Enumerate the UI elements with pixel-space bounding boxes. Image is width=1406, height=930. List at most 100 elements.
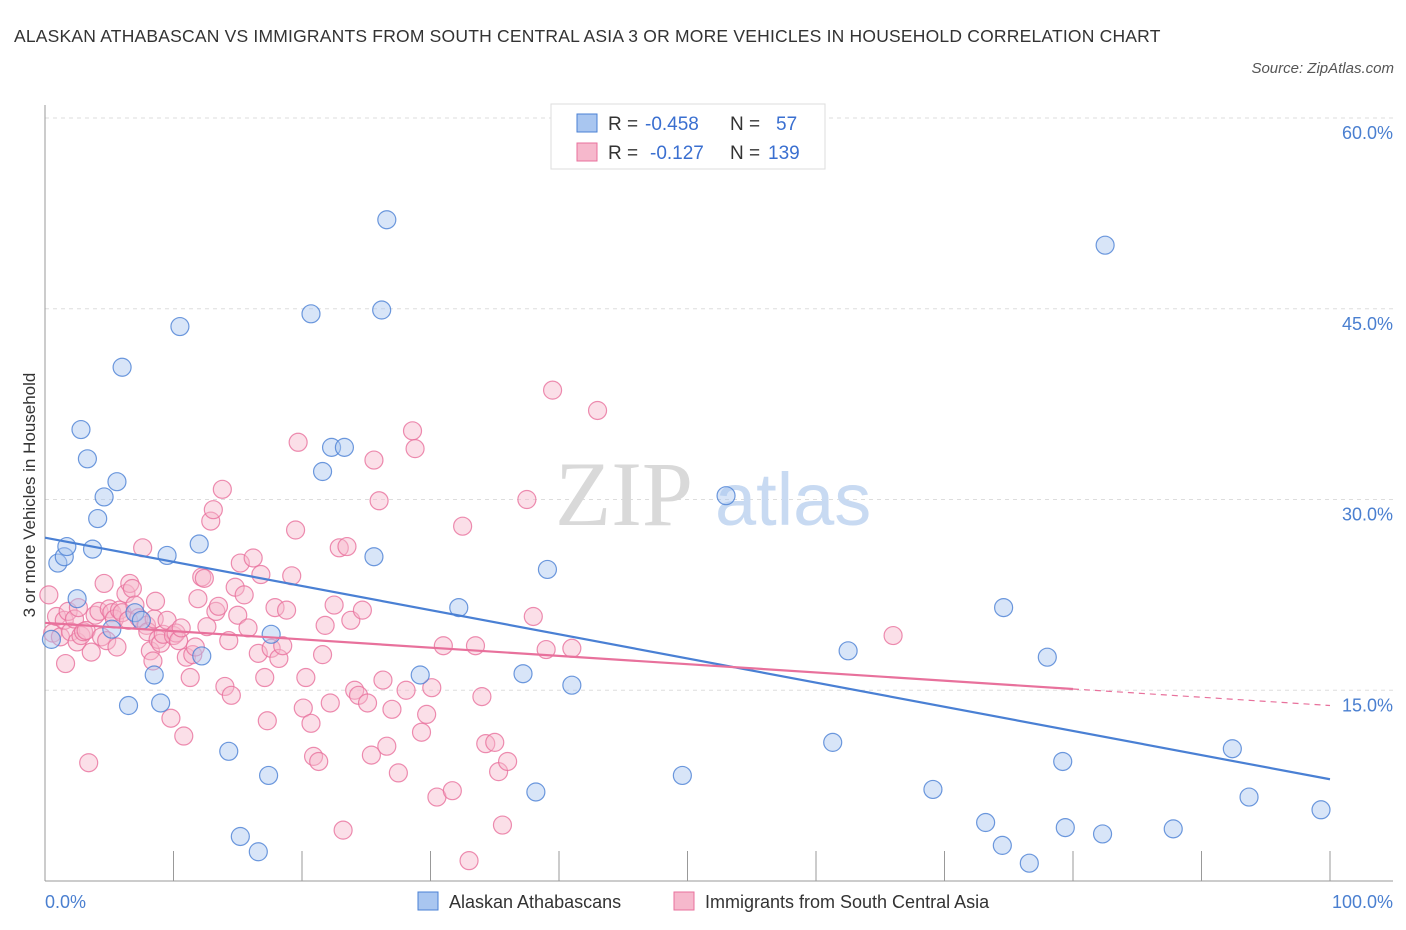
pink-point-115 — [433, 636, 453, 656]
legend-n-label-pink: N = — [730, 143, 760, 164]
pink-point-125 — [498, 751, 518, 772]
blue-point-13 — [118, 695, 139, 716]
x-tick-label-1: 100.0% — [1332, 892, 1393, 912]
pink-point-46 — [166, 623, 186, 643]
pink-point-5 — [55, 653, 76, 674]
pink-point-113 — [422, 678, 442, 698]
pink-point-93 — [329, 538, 349, 558]
axes — [44, 105, 1393, 882]
blue-point-42 — [823, 732, 843, 752]
pink-point-101 — [361, 745, 381, 765]
pink-point-85 — [296, 667, 316, 688]
blue-point-53 — [1095, 235, 1115, 255]
pink-point-62 — [212, 479, 232, 499]
pink-point-19 — [94, 573, 114, 594]
bottom-legend-label-blue: Alaskan Athabascans — [449, 892, 621, 912]
blue-point-25 — [258, 765, 279, 786]
pink-point-77 — [265, 597, 285, 618]
blue-point-54 — [1163, 819, 1183, 839]
blue-point-39 — [562, 675, 582, 695]
pink-point-15 — [81, 642, 101, 662]
pink-point-29 — [120, 573, 140, 594]
grid-lines — [45, 117, 1393, 691]
pink-point-102 — [364, 450, 384, 470]
pink-point-117 — [453, 516, 473, 536]
pink-trend-line — [44, 621, 1074, 691]
legend-r-value-pink: -0.127 — [650, 143, 704, 164]
blue-point-0 — [41, 629, 62, 649]
blue-point-9 — [94, 487, 114, 507]
y-tick-label-0: 15.0% — [1342, 695, 1393, 715]
pink-point-30 — [122, 578, 142, 599]
blue-point-45 — [976, 812, 996, 833]
blue-point-57 — [1311, 800, 1331, 820]
pink-point-105 — [377, 736, 397, 756]
blue-point-15 — [131, 610, 151, 630]
trend-lines — [44, 536, 1331, 781]
blue-point-23 — [230, 826, 250, 847]
blue-point-41 — [716, 486, 736, 506]
legend-r-value-blue: -0.458 — [645, 114, 699, 135]
pink-point-58 — [201, 511, 221, 531]
watermark-zip: ZIP — [555, 443, 693, 545]
y-tick-labels: 15.0% 30.0% 45.0% 60.0% — [1342, 123, 1393, 715]
pink-point-97 — [345, 680, 365, 700]
blue-point-4 — [67, 589, 87, 609]
blue-point-44 — [923, 779, 943, 800]
blue-point-48 — [1019, 853, 1039, 873]
pink-point-86 — [301, 713, 321, 733]
pink-point-103 — [369, 491, 389, 511]
blue-point-5 — [71, 419, 91, 440]
pink-point-74 — [255, 667, 275, 688]
pink-point-69 — [234, 585, 254, 605]
pink-point-14 — [79, 753, 99, 773]
pink-point-79 — [273, 636, 293, 656]
blue-point-26 — [261, 624, 281, 644]
blue-point-40 — [672, 765, 692, 786]
pink-point-127 — [523, 606, 543, 627]
blue-point-55 — [1222, 739, 1242, 759]
blue-point-34 — [410, 665, 430, 685]
blue-point-33 — [377, 210, 397, 230]
pink-point-100 — [357, 693, 378, 713]
pink-series-points — [39, 380, 903, 871]
pink-point-120 — [472, 687, 492, 707]
pink-point-39 — [145, 591, 166, 611]
y-axis-label: 3 or more Vehicles in Household — [20, 373, 39, 618]
pink-point-89 — [312, 645, 333, 665]
pink-point-129 — [542, 380, 563, 400]
watermark-atlas: atlas — [715, 458, 871, 541]
pink-point-75 — [257, 711, 277, 731]
pink-point-107 — [388, 763, 408, 783]
legend-swatch-pink — [576, 142, 598, 162]
bottom-legend-label-pink: Immigrants from South Central Asia — [705, 892, 990, 912]
blue-point-43 — [838, 641, 858, 661]
pink-point-59 — [203, 500, 223, 520]
blue-point-30 — [334, 437, 355, 457]
pink-point-65 — [221, 685, 241, 705]
pink-point-82 — [285, 520, 306, 540]
pink-point-20 — [97, 631, 117, 651]
pink-point-87 — [303, 746, 324, 766]
bottom-legend-swatch-blue — [417, 891, 439, 911]
pink-point-24 — [107, 637, 127, 657]
blue-point-27 — [301, 304, 321, 324]
pink-point-16 — [85, 605, 105, 625]
pink-point-73 — [251, 564, 271, 585]
pink-point-131 — [587, 400, 608, 421]
blue-point-6 — [77, 449, 98, 469]
blue-trend-line — [44, 536, 1331, 781]
legend-r-label-blue: R = — [608, 114, 638, 135]
blue-point-24 — [248, 842, 268, 862]
pink-point-90 — [315, 615, 335, 635]
pink-point-37 — [143, 651, 163, 671]
pink-point-106 — [382, 699, 402, 719]
pink-point-57 — [197, 617, 217, 637]
y-tick-label-2: 45.0% — [1342, 314, 1393, 334]
pink-point-18 — [91, 627, 112, 647]
pink-point-76 — [261, 638, 281, 658]
pink-point-118 — [459, 851, 479, 871]
blue-point-11 — [107, 472, 127, 492]
pink-point-92 — [324, 595, 344, 615]
x-tick-label-0: 0.0% — [45, 892, 86, 912]
